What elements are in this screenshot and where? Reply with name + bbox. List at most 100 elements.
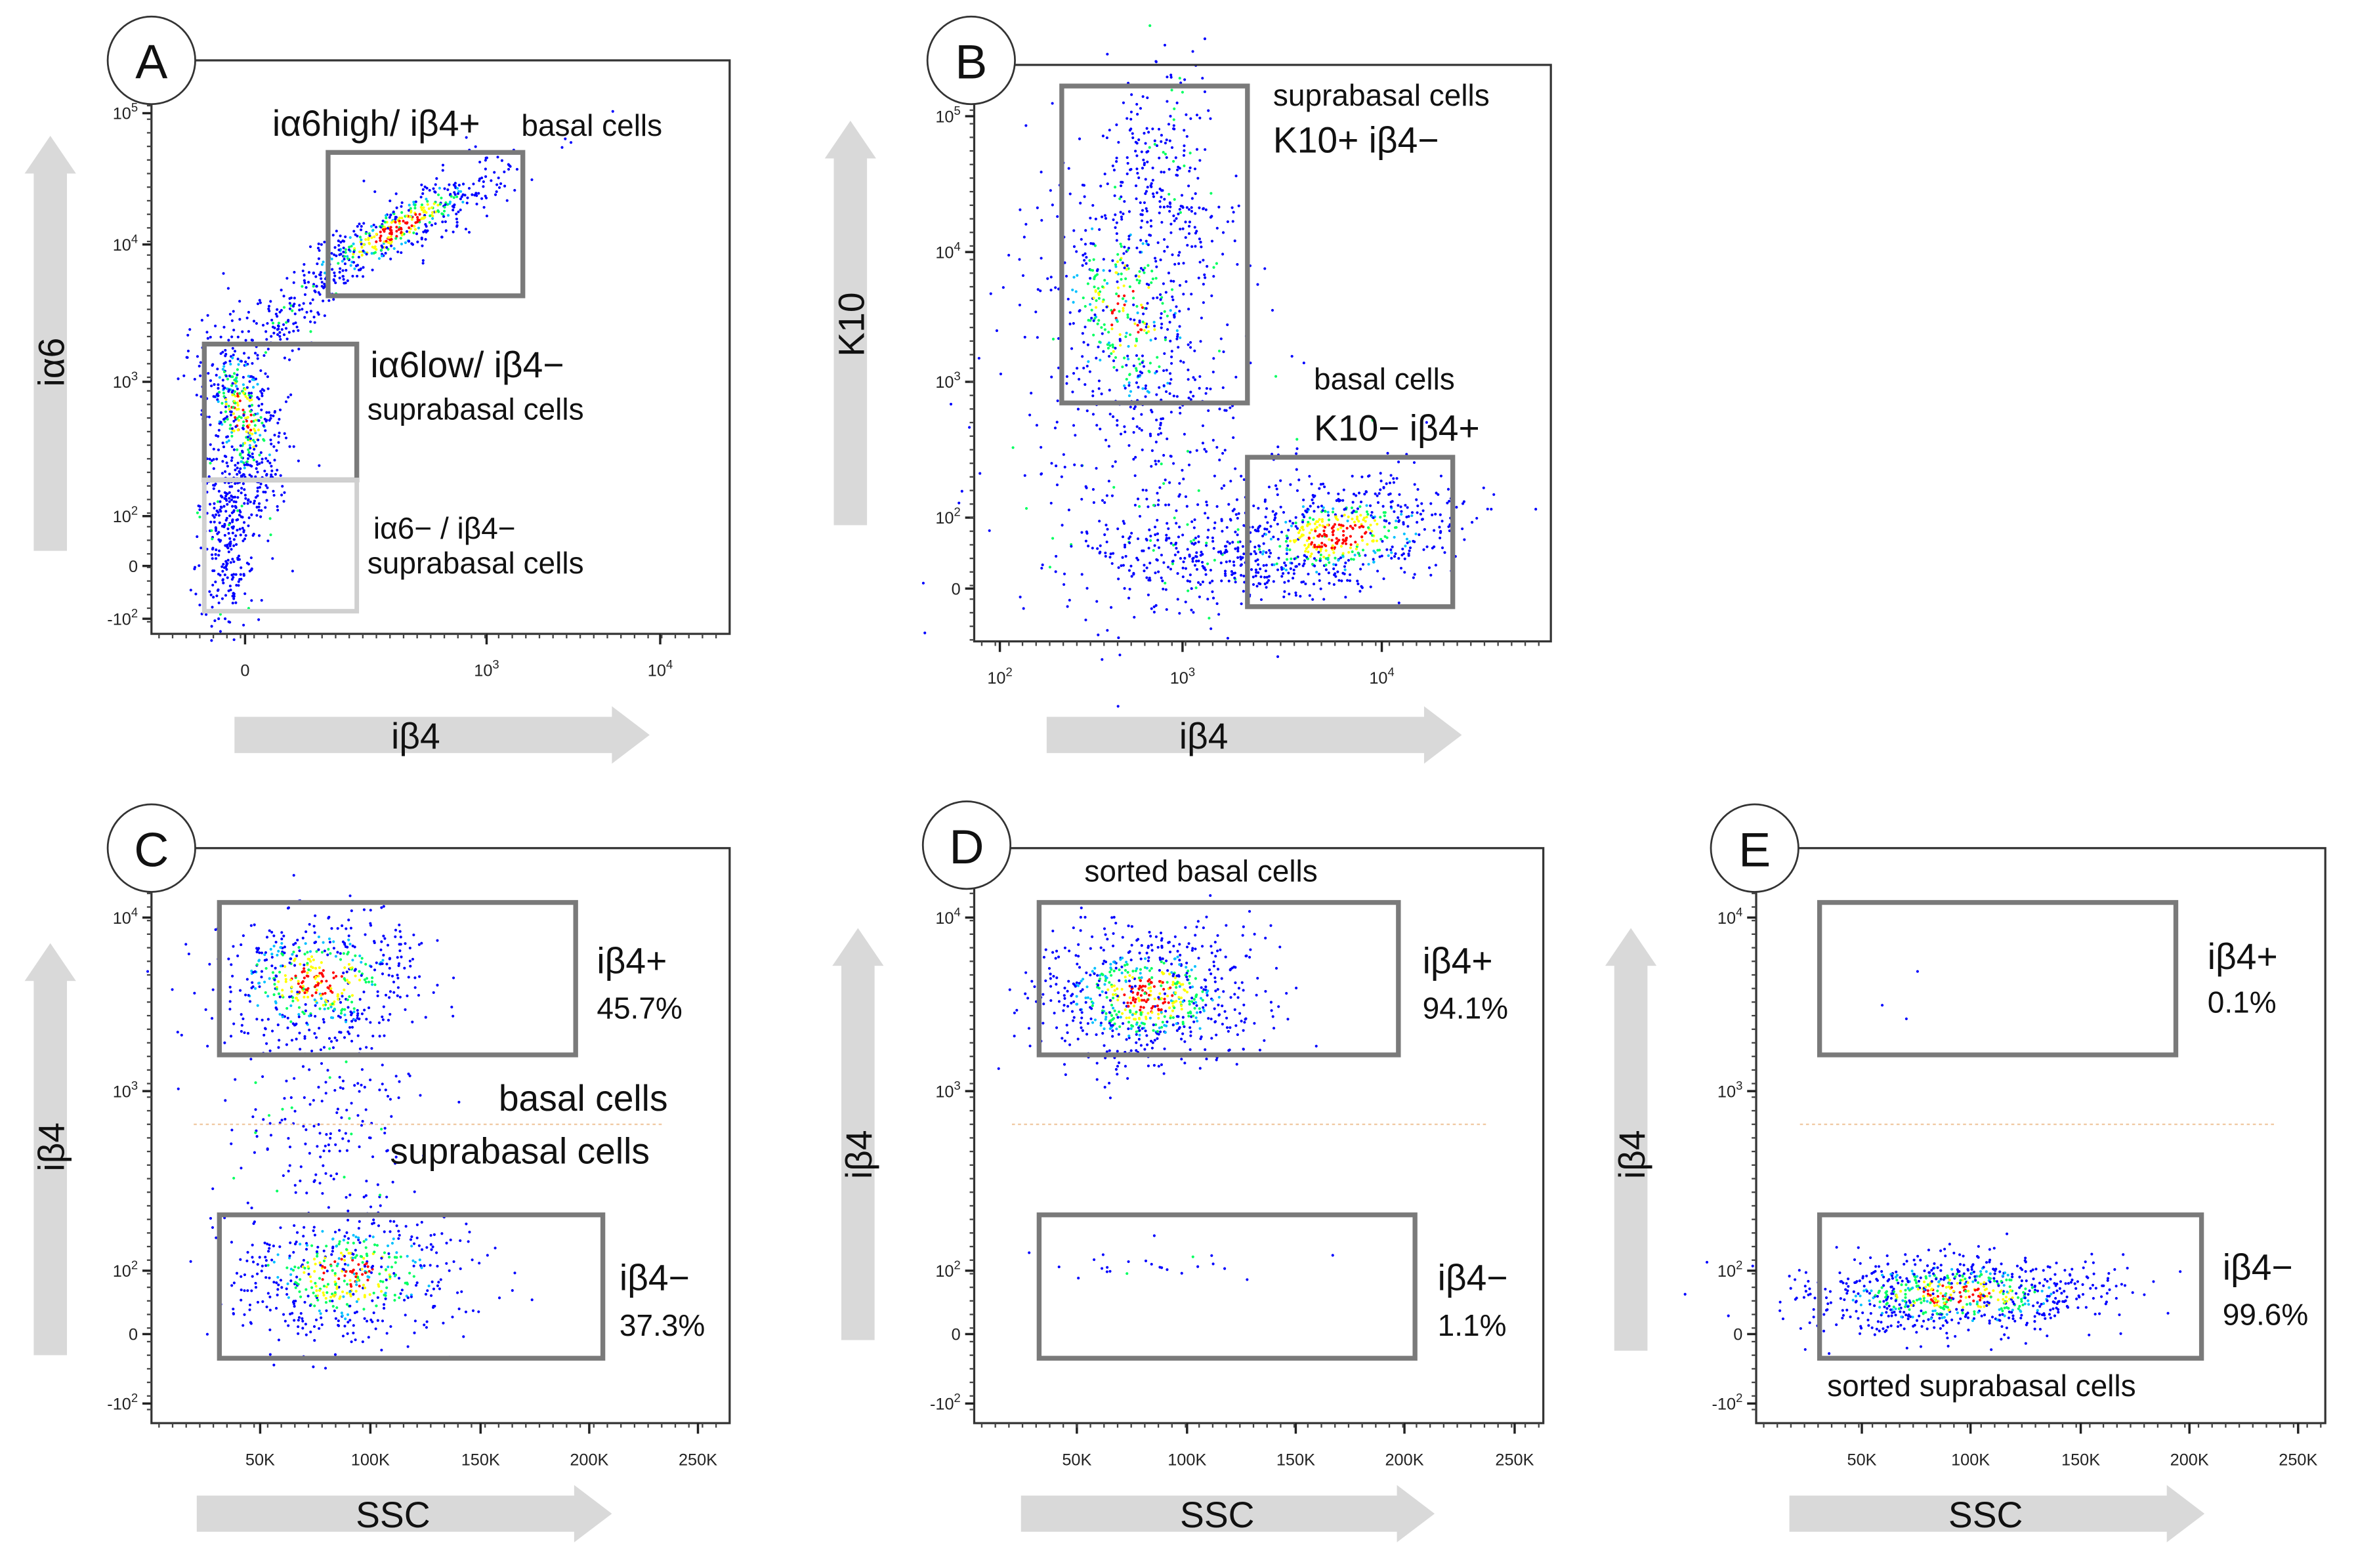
event-dot — [1408, 540, 1411, 543]
event-dot — [1357, 582, 1360, 586]
event-dot — [1312, 536, 1316, 539]
event-dot — [1321, 509, 1324, 512]
event-dot — [240, 1023, 243, 1027]
event-dot — [1030, 392, 1033, 395]
event-dot — [322, 1018, 325, 1021]
event-dot — [1100, 215, 1104, 218]
event-dot — [1165, 537, 1168, 540]
event-dot — [1176, 335, 1179, 339]
event-dot — [1342, 529, 1345, 533]
event-dot — [1366, 543, 1369, 546]
event-dot — [239, 510, 242, 514]
event-dot — [348, 1319, 352, 1322]
event-dot — [337, 1319, 340, 1323]
event-dot — [285, 1079, 288, 1083]
event-dot — [248, 1308, 251, 1311]
event-dot — [345, 1149, 348, 1152]
event-dot — [1241, 556, 1244, 560]
event-dot — [1208, 581, 1211, 585]
event-dot — [431, 1245, 434, 1248]
event-dot — [342, 971, 345, 975]
event-dot — [1236, 549, 1240, 553]
event-dot — [1471, 521, 1474, 524]
event-dot — [1185, 991, 1189, 994]
event-dot — [1049, 276, 1053, 279]
event-dot — [1124, 1008, 1127, 1012]
event-dot — [1175, 395, 1179, 398]
event-dot — [329, 1296, 333, 1299]
event-dot — [1077, 943, 1080, 946]
event-dot — [216, 392, 219, 396]
event-dot — [1139, 201, 1142, 204]
event-dot — [1021, 274, 1025, 278]
event-dot — [429, 1233, 432, 1237]
event-dot — [1265, 575, 1269, 579]
event-dot — [242, 376, 245, 379]
event-dot — [342, 952, 345, 955]
event-dot — [1301, 520, 1305, 524]
event-dot — [1202, 258, 1205, 262]
event-dot — [345, 1292, 348, 1295]
event-dot — [1159, 293, 1162, 297]
event-dot — [242, 1324, 245, 1327]
event-dot — [358, 250, 362, 253]
event-dot — [1150, 281, 1153, 284]
event-dot — [408, 226, 411, 230]
event-dot — [338, 276, 341, 279]
event-dot — [1143, 161, 1146, 165]
event-dot — [1154, 604, 1158, 607]
event-dot — [1081, 988, 1084, 991]
event-dot — [1137, 275, 1141, 278]
event-dot — [334, 1143, 337, 1146]
event-dot — [225, 499, 228, 502]
event-dot — [1116, 527, 1120, 531]
event-dot — [471, 193, 474, 196]
event-dot — [1123, 522, 1126, 526]
event-dot — [1072, 321, 1075, 325]
event-dot — [266, 321, 269, 325]
event-dot — [1254, 552, 1257, 556]
event-dot — [1154, 1023, 1158, 1026]
event-dot — [198, 516, 201, 519]
event-dot — [297, 1015, 301, 1019]
event-dot — [326, 953, 329, 957]
event-dot — [1198, 159, 1202, 162]
event-dot — [1123, 384, 1126, 388]
event-dot — [290, 990, 293, 993]
event-dot — [1092, 297, 1095, 300]
event-dot — [264, 484, 268, 487]
event-dot — [1385, 482, 1388, 485]
event-dot — [245, 419, 249, 423]
event-dot — [1324, 564, 1328, 567]
event-dot — [1400, 512, 1403, 516]
event-dot — [1287, 529, 1290, 532]
event-dot — [1064, 274, 1068, 278]
event-dot — [310, 1049, 314, 1052]
event-dot — [249, 501, 252, 504]
event-dot — [1215, 445, 1219, 449]
event-dot — [360, 253, 364, 257]
event-dot — [1402, 532, 1406, 535]
event-dot — [1349, 546, 1352, 550]
event-dot — [240, 460, 243, 463]
event-dot — [255, 467, 258, 470]
event-dot — [442, 213, 445, 216]
event-dot — [284, 965, 287, 968]
event-dot — [254, 1081, 257, 1084]
event-dot — [1393, 555, 1397, 558]
event-dot — [1302, 499, 1305, 502]
event-dot — [1206, 562, 1210, 566]
event-dot — [1363, 493, 1366, 496]
event-dot — [1129, 564, 1133, 567]
event-dot — [1213, 976, 1217, 980]
event-dot — [1084, 539, 1087, 543]
event-dot — [392, 1271, 396, 1275]
event-dot — [199, 374, 202, 377]
event-dot — [351, 274, 354, 278]
event-dot — [214, 482, 217, 485]
event-dot — [410, 1293, 413, 1296]
event-dot — [1152, 195, 1156, 198]
event-dot — [1207, 528, 1210, 531]
event-dot — [256, 1004, 259, 1007]
event-dot — [1448, 499, 1451, 503]
